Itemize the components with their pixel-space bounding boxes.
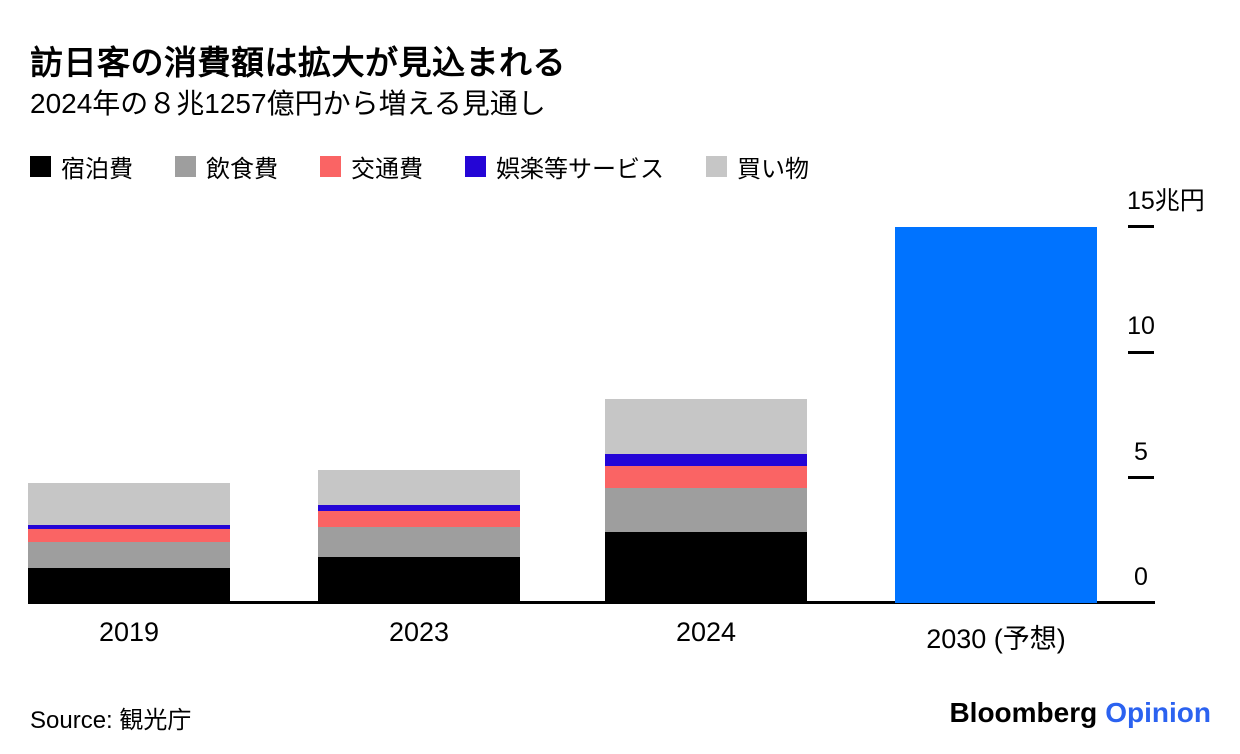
bar-segment	[28, 541, 230, 568]
y-axis-tick	[1128, 225, 1154, 228]
legend-swatch-accommodation-icon	[30, 156, 51, 177]
legend-item-food: 飲食費	[175, 149, 278, 184]
source-note: Source: 観光庁	[30, 707, 192, 734]
bar-segment	[605, 465, 807, 489]
bar-segment	[28, 524, 230, 530]
chart-subtitle: 2024年の８兆1257億円から増える見通し	[30, 88, 546, 119]
x-axis-baseline	[28, 601, 1155, 604]
legend-label-shopping: 買い物	[737, 156, 809, 183]
bar-segment	[605, 399, 807, 455]
legend-swatch-food-icon	[175, 156, 196, 177]
legend-label-transport: 交通費	[351, 156, 423, 183]
bar-segment	[605, 454, 807, 466]
legend-item-accommodation: 宿泊費	[30, 149, 133, 184]
y-axis-tick-label: 0	[1134, 563, 1148, 591]
legend-swatch-transport-icon	[320, 156, 341, 177]
bar-segment	[318, 527, 520, 557]
legend-item-transport: 交通費	[320, 149, 423, 184]
y-axis-tick-label: 5	[1134, 438, 1148, 466]
legend-item-shopping: 買い物	[706, 149, 809, 184]
bloomberg-opinion-logo[interactable]: Bloomberg Opinion	[949, 697, 1211, 729]
bar-forecast	[895, 227, 1097, 603]
legend-label-accommodation: 宿泊費	[61, 156, 133, 183]
chart-title: 訪日客の消費額は拡大が見込まれる	[30, 44, 566, 81]
bar-segment	[318, 469, 520, 506]
bar-segment	[605, 488, 807, 533]
x-axis-label: 2024	[675, 617, 737, 647]
y-axis-tick-label: 15兆円	[1127, 187, 1205, 215]
bar-segment	[318, 556, 520, 603]
x-axis-label: 2019	[98, 617, 160, 647]
bar-segment	[318, 511, 520, 528]
legend-label-food: 飲食費	[206, 156, 278, 183]
legend-swatch-shopping-icon	[706, 156, 727, 177]
bar-segment	[28, 567, 230, 603]
legend-label-entertainment: 娯楽等サービス	[496, 156, 664, 183]
bar-segment	[318, 505, 520, 512]
x-axis-label: 2023	[388, 617, 450, 647]
opinion-wordmark: Opinion	[1105, 697, 1211, 728]
chart-legend: 宿泊費 飲食費 交通費 娯楽等サービス 買い物	[30, 149, 809, 184]
y-axis-tick	[1128, 351, 1154, 354]
bar-segment	[605, 532, 807, 603]
y-axis-tick	[1128, 476, 1154, 479]
y-axis-tick-label: 10	[1127, 312, 1155, 340]
x-axis-label: 2030 (予想)	[926, 624, 1066, 654]
bar-segment	[28, 482, 230, 525]
legend-item-entertainment: 娯楽等サービス	[465, 149, 664, 184]
bloomberg-wordmark: Bloomberg	[949, 697, 1098, 728]
legend-swatch-entertainment-icon	[465, 156, 486, 177]
bar-segment	[28, 529, 230, 542]
